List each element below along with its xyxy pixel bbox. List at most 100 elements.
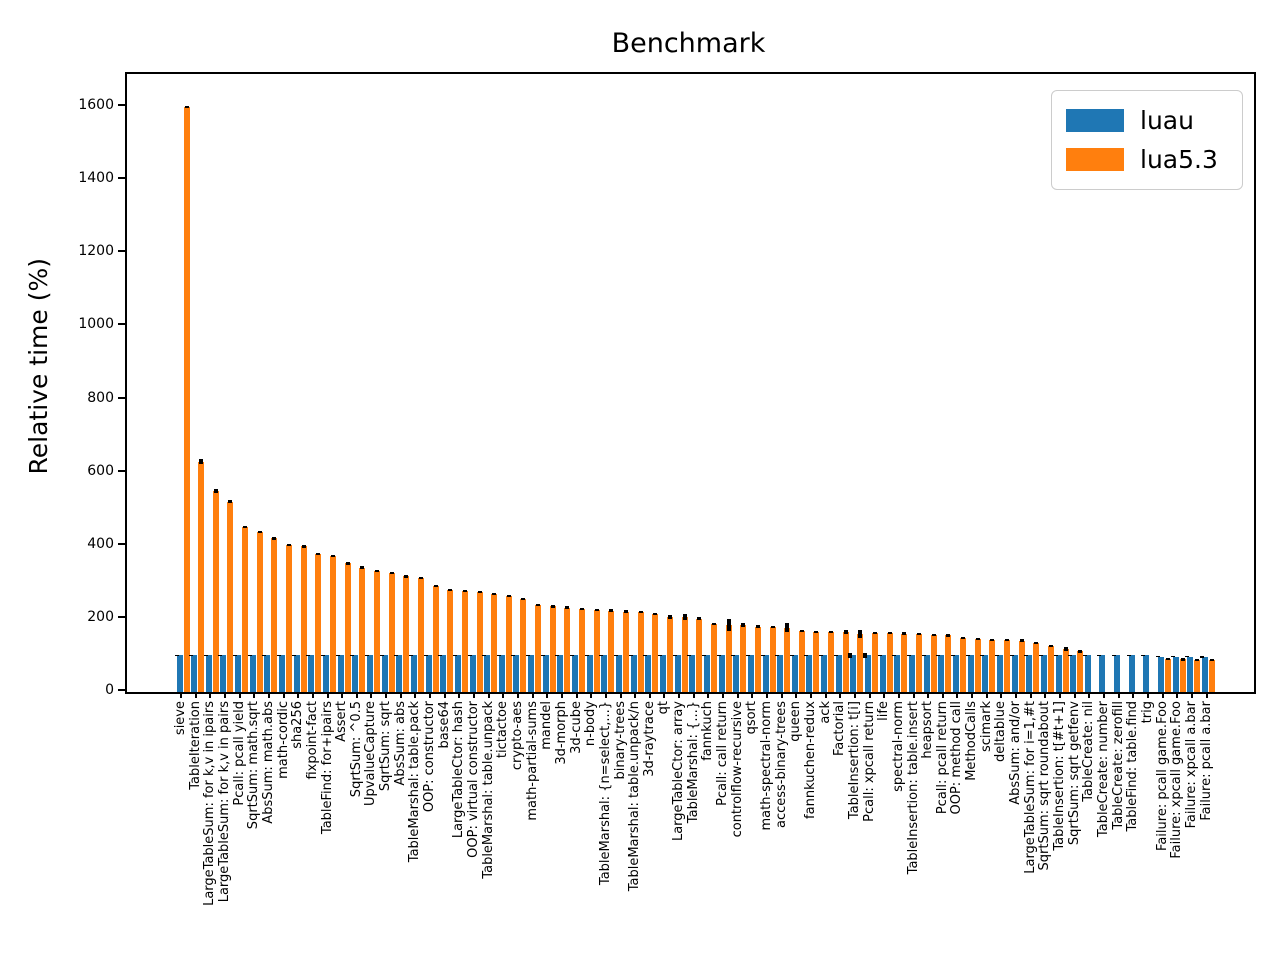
x-tick-label: tictactoe — [495, 701, 511, 759]
x-tick-label: TableMarshal: table.unpack — [480, 701, 496, 879]
x-tick-mark — [1117, 692, 1120, 698]
x-tick-label: TableInsertion: t[i] — [846, 701, 862, 820]
bar-luau — [249, 655, 256, 692]
x-tick-label: TableInsertion: table.insert — [905, 701, 921, 875]
bar-luau — [205, 655, 212, 692]
x-tick-label: Failure: pcall a.bar — [1198, 701, 1214, 821]
x-tick-label: Pcall: call return — [715, 701, 731, 806]
error-bar-luau — [599, 654, 604, 657]
bar-lua53 — [652, 614, 659, 692]
bar-lua53 — [608, 610, 615, 692]
error-bar-lua53 — [1078, 649, 1083, 653]
y-tick-label: 200 — [87, 608, 114, 625]
x-tick-label: 3d-morph — [553, 701, 569, 765]
x-tick-mark — [985, 692, 988, 698]
bar-lua53 — [769, 627, 776, 692]
error-bar-lua53 — [521, 597, 526, 600]
error-bar-lua53 — [990, 638, 995, 641]
error-bar-luau — [863, 652, 868, 658]
error-bar-luau — [657, 654, 662, 657]
error-bar-lua53 — [858, 630, 863, 638]
error-bar-lua53 — [624, 610, 628, 613]
bar-luau — [279, 655, 286, 692]
y-tick-label: 600 — [87, 462, 114, 479]
bar-lua53 — [476, 591, 483, 692]
x-tick-mark — [780, 692, 783, 698]
x-tick-label: Failure: pcall game.Foo — [1154, 701, 1170, 851]
bar-luau — [982, 655, 989, 692]
bar-luau — [1158, 656, 1165, 692]
error-bar-lua53 — [1180, 658, 1185, 661]
x-tick-label: access-binary-trees — [773, 701, 789, 828]
legend: luau lua5.3 — [1051, 90, 1243, 190]
x-tick-label: TableMarshal: table.pack — [407, 701, 423, 863]
bar-luau — [791, 655, 798, 692]
error-bar-luau — [570, 654, 575, 657]
error-bar-lua53 — [492, 592, 497, 596]
error-bar-luau — [335, 654, 340, 657]
error-bar-lua53 — [389, 571, 394, 574]
bar-lua53 — [710, 623, 717, 692]
bar-luau — [1011, 655, 1018, 692]
bar-luau — [835, 655, 842, 692]
x-tick-mark — [429, 692, 432, 698]
bar-lua53 — [388, 572, 395, 692]
error-bar-luau — [936, 654, 941, 657]
x-tick-mark — [1190, 692, 1193, 698]
error-bar-luau — [496, 654, 501, 657]
x-tick-label: sieve — [173, 701, 188, 736]
bar-luau — [191, 655, 198, 692]
bar-lua53 — [183, 107, 190, 692]
error-bar-lua53 — [1048, 644, 1053, 648]
error-bar-lua53 — [711, 622, 716, 625]
bar-lua53 — [798, 630, 805, 692]
bar-luau — [996, 655, 1003, 692]
error-bar-luau — [408, 654, 413, 657]
error-bar-luau — [628, 654, 633, 657]
x-tick-label: SqrtSum: math.sqrt — [246, 701, 262, 830]
bar-luau — [894, 655, 901, 692]
bar-luau — [850, 655, 857, 692]
bar-lua53 — [872, 632, 879, 692]
bar-luau — [952, 655, 959, 692]
x-tick-mark — [326, 692, 329, 698]
error-bar-luau — [789, 654, 794, 657]
x-tick-label: TableIteration — [187, 701, 203, 790]
x-tick-mark — [941, 692, 944, 698]
error-bar-lua53 — [902, 632, 907, 635]
error-bar-luau — [833, 654, 838, 657]
x-tick-label: AbsSum: and/or — [1008, 701, 1024, 805]
y-tick-label: 400 — [87, 535, 114, 552]
bar-luau — [659, 655, 666, 692]
error-bar-lua53 — [360, 566, 365, 570]
x-tick-mark — [619, 692, 622, 698]
x-tick-mark — [1015, 692, 1018, 698]
bar-lua53 — [842, 632, 849, 692]
bar-luau — [220, 655, 227, 692]
x-tick-mark — [311, 692, 314, 698]
error-bar-luau — [1024, 654, 1029, 657]
error-bar-lua53 — [829, 631, 834, 634]
error-bar-luau — [1112, 654, 1117, 657]
x-tick-label: SqrtSum: sqrt getfenv — [1066, 701, 1082, 846]
bar-lua53 — [886, 633, 893, 692]
bar-lua53 — [242, 526, 249, 692]
error-bar-luau — [452, 654, 457, 657]
x-tick-label: TableCreate: zerofill — [1110, 701, 1126, 830]
x-tick-mark — [678, 692, 681, 698]
legend-swatch-luau — [1066, 109, 1124, 132]
bar-lua53 — [828, 632, 835, 692]
bar-lua53 — [754, 626, 761, 692]
x-tick-mark — [223, 692, 226, 698]
bar-lua53 — [1179, 659, 1186, 692]
y-tick-label: 1600 — [78, 97, 114, 113]
legend-entry-luau: luau — [1052, 106, 1242, 135]
x-tick-mark — [370, 692, 373, 698]
x-tick-mark — [267, 692, 270, 698]
error-bar-luau — [247, 654, 252, 657]
x-tick-label: deltablue — [993, 701, 1009, 763]
error-bar-luau — [980, 654, 985, 657]
legend-label-lua53: lua5.3 — [1140, 145, 1218, 174]
bar-luau — [938, 655, 945, 692]
y-tick-mark — [118, 177, 125, 180]
